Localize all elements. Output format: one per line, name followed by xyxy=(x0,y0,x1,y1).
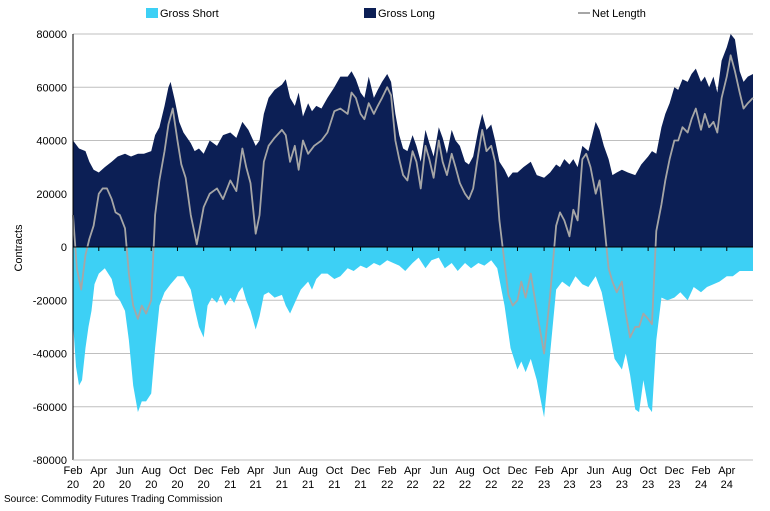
x-tick-label-month: Oct xyxy=(326,465,343,477)
x-tick-label-year: 23 xyxy=(642,479,654,491)
x-tick-label-year: 21 xyxy=(354,479,366,491)
x-tick-label-month: Apr xyxy=(90,465,107,477)
x-tick-label-year: 21 xyxy=(250,479,262,491)
x-tick-label-month: Aug xyxy=(298,465,318,477)
x-tick-label-year: 20 xyxy=(119,479,131,491)
source-note: Source: Commodity Futures Trading Commis… xyxy=(4,494,223,505)
x-tick-label-month: Apr xyxy=(404,465,421,477)
x-tick-label-year: 22 xyxy=(406,479,418,491)
x-tick-label-month: Dec xyxy=(351,465,371,477)
x-tick-label-year: 22 xyxy=(381,479,393,491)
y-ticks: -80000 -60000 -40000 -20000 0 20000 40000 60000… xyxy=(33,29,67,467)
x-tick-label-month: Feb xyxy=(692,465,711,477)
x-tick-label-month: Dec xyxy=(665,465,685,477)
legend-swatch-gross-long xyxy=(364,8,376,18)
x-tick-label-year: 21 xyxy=(276,479,288,491)
areas xyxy=(73,34,753,418)
x-tick-label-month: Dec xyxy=(194,465,214,477)
y-tick-label: 40000 xyxy=(36,136,67,148)
x-tick-label-year: 23 xyxy=(616,479,628,491)
area-gross-long xyxy=(73,34,753,247)
x-tick-label-year: 22 xyxy=(511,479,523,491)
y-tick-label: -40000 xyxy=(33,349,67,361)
x-tick-label-year: 20 xyxy=(171,479,183,491)
x-tick-label-year: 23 xyxy=(590,479,602,491)
legend-label-net-length: Net Length xyxy=(592,8,646,20)
x-tick-label-month: Feb xyxy=(378,465,397,477)
y-tick-label: -80000 xyxy=(33,455,67,467)
legend-label-gross-long: Gross Long xyxy=(378,8,435,20)
x-tick-label-month: Oct xyxy=(640,465,657,477)
x-tick-label-month: Feb xyxy=(535,465,554,477)
legend: Gross Short Gross Long Net Length xyxy=(146,8,646,20)
x-tick-label-year: 20 xyxy=(145,479,157,491)
x-tick-label-year: 21 xyxy=(328,479,340,491)
y-tick-label: -20000 xyxy=(33,295,67,307)
y-tick-label: 20000 xyxy=(36,189,67,201)
y-tick-label: 0 xyxy=(61,242,67,254)
x-tick-label-year: 20 xyxy=(198,479,210,491)
x-tick-label-month: Dec xyxy=(508,465,528,477)
x-tick-label-month: Oct xyxy=(483,465,500,477)
x-tick-label-year: 22 xyxy=(459,479,471,491)
legend-label-gross-short: Gross Short xyxy=(160,8,219,20)
x-tick-label-year: 23 xyxy=(538,479,550,491)
x-tick-label-month: Feb xyxy=(221,465,240,477)
x-tick-label-month: Apr xyxy=(247,465,264,477)
x-tick-label-year: 23 xyxy=(563,479,575,491)
line-net-length xyxy=(72,54,754,355)
x-tick-label-year: 21 xyxy=(224,479,236,491)
x-tick-label-month: Jun xyxy=(587,465,605,477)
x-tick-label-month: Oct xyxy=(169,465,186,477)
y-axis-label: Contracts xyxy=(13,224,25,272)
x-tick-label-year: 23 xyxy=(668,479,680,491)
x-tick-label-month: Jun xyxy=(116,465,134,477)
chart: Gross Short Gross Long Net Length Contra… xyxy=(13,8,754,491)
x-tick-label-month: Apr xyxy=(718,465,735,477)
x-tick-label-month: Aug xyxy=(141,465,161,477)
x-tick-label-year: 24 xyxy=(695,479,707,491)
y-tick-label: -60000 xyxy=(33,402,67,414)
legend-swatch-gross-short xyxy=(146,8,158,18)
area-gross-short xyxy=(73,247,753,418)
x-tick-label-year: 20 xyxy=(67,479,79,491)
x-tick-label-month: Aug xyxy=(455,465,475,477)
x-tick-label-year: 20 xyxy=(93,479,105,491)
x-tick-label-year: 22 xyxy=(433,479,445,491)
x-tick-label-month: Aug xyxy=(612,465,632,477)
y-tick-label: 60000 xyxy=(36,82,67,94)
lines xyxy=(72,54,754,355)
x-tick-label-year: 24 xyxy=(721,479,733,491)
x-tick-label-month: Apr xyxy=(561,465,578,477)
x-tick-label-year: 22 xyxy=(485,479,497,491)
x-tick-label-month: Jun xyxy=(430,465,448,477)
x-ticks: Feb 20 Apr 20 Jun 20 Aug 20 Oct 20 Dec 20 Feb 21 Apr 21… xyxy=(64,247,736,491)
x-tick-label-year: 21 xyxy=(302,479,314,491)
y-tick-label: 80000 xyxy=(36,29,67,41)
x-tick-label-month: Jun xyxy=(273,465,291,477)
x-tick-label-month: Feb xyxy=(64,465,83,477)
